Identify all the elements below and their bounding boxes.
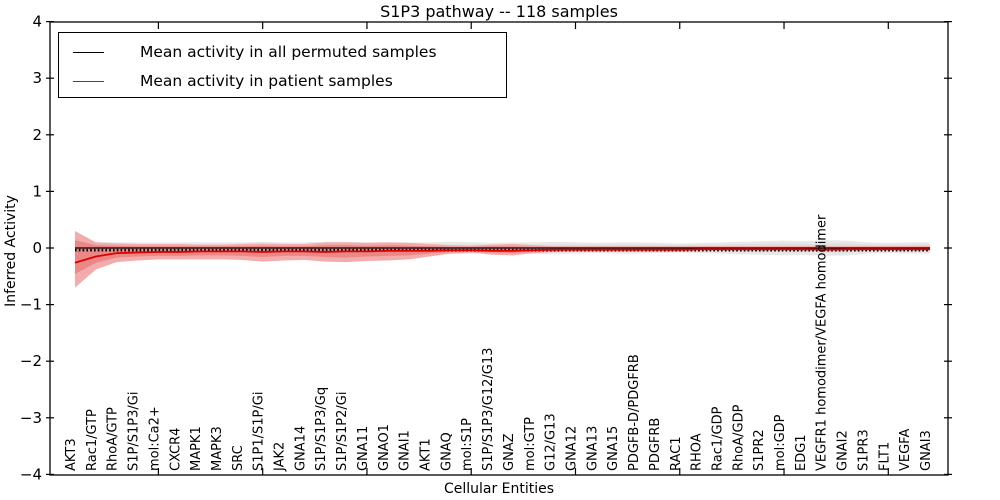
y-tick-label: 0 xyxy=(32,239,42,257)
x-category-label: GNA11 xyxy=(356,426,371,471)
x-category-label: mol:S1P xyxy=(460,418,475,471)
x-category-label: GNAO1 xyxy=(377,424,392,471)
x-category-label: G12/G13 xyxy=(544,413,559,471)
y-tick-label: 4 xyxy=(32,13,42,31)
x-category-label: VEGFR1 homodimer/VEGFA homodimer xyxy=(815,214,830,471)
x-category-label: mol:GTP xyxy=(523,417,538,471)
x-category-label: S1P/S1P3/G12/G13 xyxy=(481,348,496,471)
x-category-label: GNA12 xyxy=(564,426,579,471)
permuted-line-swatch xyxy=(73,51,104,53)
legend-entry-permuted: Mean activity in all permuted samples xyxy=(59,37,437,67)
patient-line-swatch xyxy=(73,80,104,82)
x-category-label: S1PR3 xyxy=(856,429,871,471)
x-category-label: SRC xyxy=(231,445,246,471)
y-tick-label: −1 xyxy=(20,296,42,314)
x-category-label: GNAI1 xyxy=(398,430,413,471)
x-category-label: S1P/S1P3/Gq xyxy=(314,387,329,471)
x-category-label: FLT1 xyxy=(877,442,892,471)
y-tick-label: 3 xyxy=(32,69,42,87)
y-tick-label: −3 xyxy=(20,409,42,427)
x-category-label: EDG1 xyxy=(794,434,809,471)
x-category-label: S1P1/S1P/Gi xyxy=(252,392,267,471)
x-category-label: MAPK3 xyxy=(210,426,225,471)
legend-label-patient: Mean activity in patient samples xyxy=(140,72,393,90)
x-category-label: GNAZ xyxy=(502,433,517,471)
x-category-label: mol:Ca2+ xyxy=(147,406,162,471)
x-category-label: RhoA/GDP xyxy=(731,404,746,471)
x-category-label: RHOA xyxy=(690,433,705,471)
x-category-label: GNA14 xyxy=(293,426,308,471)
x-category-label: JAK2 xyxy=(273,442,288,472)
x-category-label: GNAI3 xyxy=(919,430,934,471)
x-category-label: PDGFB-D/PDGFRB xyxy=(627,354,642,471)
y-tick-label: 1 xyxy=(32,182,42,200)
x-category-label: PDGFRB xyxy=(648,418,663,471)
legend-label-permuted: Mean activity in all permuted samples xyxy=(140,43,437,61)
legend: Mean activity in all permuted samples Me… xyxy=(58,32,507,98)
x-category-label: GNA13 xyxy=(585,426,600,471)
y-tick-label: 2 xyxy=(32,126,42,144)
y-tick-label: −2 xyxy=(20,352,42,370)
x-category-label: mol:GDP xyxy=(773,414,788,471)
x-category-label: RhoA/GTP xyxy=(106,407,121,471)
y-tick-label: −4 xyxy=(20,465,42,483)
patient-samples-outer-band xyxy=(75,231,930,288)
x-category-label: AKT3 xyxy=(64,438,79,471)
legend-entry-patient: Mean activity in patient samples xyxy=(59,66,393,96)
x-category-label: MAPK1 xyxy=(189,426,204,471)
x-category-label: RAC1 xyxy=(669,436,684,471)
x-category-label: S1P/S1P3/Gi xyxy=(127,392,142,471)
x-category-label: GNA15 xyxy=(606,426,621,471)
chart-title: S1P3 pathway -- 118 samples xyxy=(380,2,618,21)
x-category-label: GNAQ xyxy=(439,432,454,471)
x-category-label: VEGFA xyxy=(898,429,913,471)
x-axis-label: Cellular Entities xyxy=(443,481,555,497)
y-axis-label: Inferred Activity xyxy=(3,195,19,307)
x-category-label: Rac1/GTP xyxy=(85,409,100,471)
x-category-label: Rac1/GDP xyxy=(710,406,725,471)
x-category-label: S1P/S1P2/Gi xyxy=(335,392,350,471)
x-category-label: CXCR4 xyxy=(168,428,183,471)
x-category-label: GNAI2 xyxy=(836,430,851,471)
x-category-label: AKT1 xyxy=(419,438,434,471)
patient-mean-line xyxy=(74,248,930,264)
x-category-label: S1PR2 xyxy=(752,429,767,471)
